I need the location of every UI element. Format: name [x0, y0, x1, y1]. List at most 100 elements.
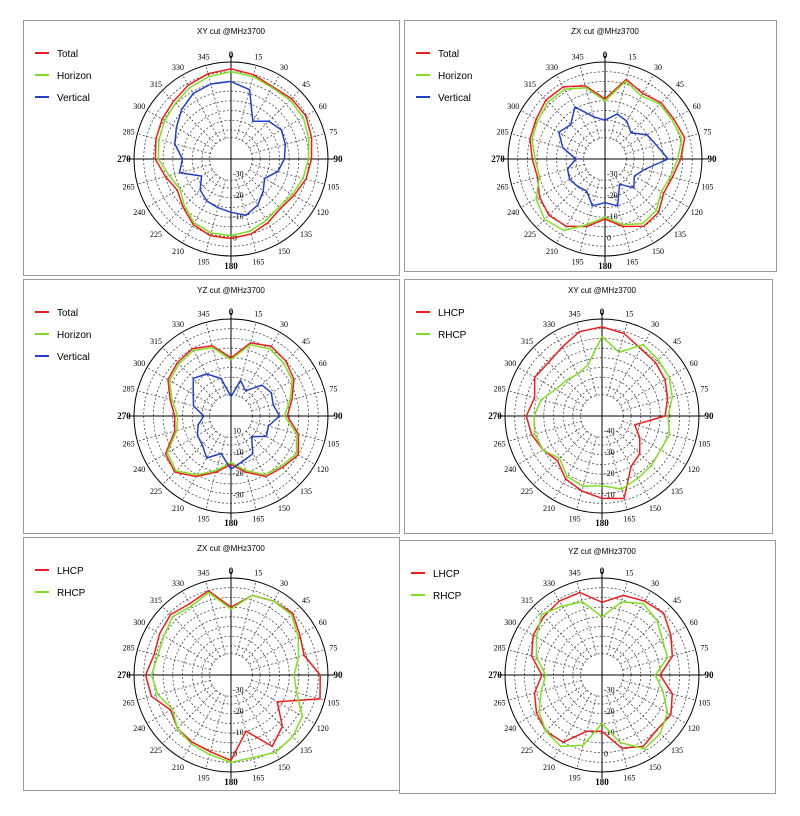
angle-label: 210: [172, 504, 184, 513]
grid-spoke: [249, 626, 316, 665]
angle-label: 270: [117, 670, 131, 680]
angle-label: 90: [705, 670, 715, 680]
angle-label: 265: [123, 439, 135, 448]
angle-label: 30: [654, 63, 662, 72]
angle-label: 165: [252, 257, 264, 266]
grid-spoke: [553, 434, 592, 501]
angle-label: 210: [543, 504, 555, 513]
grid-spoke: [146, 626, 213, 665]
grid-spoke: [576, 581, 597, 655]
grid-spoke: [616, 430, 671, 485]
series-line-rhcp: [533, 335, 674, 490]
series-line-vertical: [558, 106, 669, 207]
polar-chart-3: YZ cut @MHz3700 0 15 30 45 60 75 90 105 120 135 150…: [35, 286, 343, 528]
grid-spoke: [576, 695, 597, 769]
grid-spoke: [517, 685, 584, 724]
angle-label: 0: [229, 307, 234, 317]
legend-entry: LHCP: [57, 566, 84, 577]
legend-entry: Horizon: [57, 71, 91, 82]
polar-chart-2: ZX cut @MHz3700 0 15 30 45 60 75 90 105 120 135 150…: [416, 27, 718, 271]
grid-spoke: [182, 434, 221, 501]
legend-entry: Vertical: [57, 93, 90, 104]
series-line-total: [154, 68, 313, 240]
angle-label: 180: [224, 261, 238, 271]
grid-spoke: [622, 421, 696, 442]
legend-entry: Horizon: [57, 330, 91, 341]
chart-title: ZX cut @MHz3700: [197, 544, 265, 553]
angle-label: 345: [198, 569, 210, 578]
legend-entry: RHCP: [57, 588, 86, 599]
angle-label: 120: [691, 208, 703, 217]
angle-label: 330: [172, 63, 184, 72]
angle-label: 315: [150, 337, 162, 346]
angle-label: 180: [598, 261, 612, 271]
angle-label: 0: [229, 566, 234, 576]
grid-spoke: [245, 90, 300, 145]
grid-spoke: [205, 179, 226, 253]
grid-spoke: [616, 347, 671, 402]
grid-spoke: [251, 649, 325, 670]
grid-spoke: [517, 367, 584, 406]
chart-title: YZ cut @MHz3700: [197, 286, 265, 295]
grid-spoke: [511, 133, 585, 154]
angle-label: 135: [300, 230, 312, 239]
grid-spoke: [236, 65, 257, 139]
grid-spoke: [249, 685, 316, 724]
angle-label: 90: [334, 670, 344, 680]
grid-spoke: [576, 322, 597, 396]
grid-spoke: [137, 390, 211, 411]
series-line-horizon: [166, 344, 298, 476]
grid-spoke: [508, 390, 582, 411]
radial-tick-label: 0: [607, 233, 611, 242]
angle-label: 285: [123, 644, 135, 653]
angle-label: 225: [524, 230, 536, 239]
angle-label: 45: [673, 337, 681, 346]
angle-label: 150: [652, 247, 664, 256]
angle-label: 345: [569, 310, 581, 319]
angle-label: 240: [133, 724, 145, 733]
angle-label: 165: [623, 773, 635, 782]
grid-spoke: [623, 169, 690, 208]
angle-label: 330: [543, 320, 555, 329]
angle-label: 240: [507, 208, 519, 217]
angle-label: 45: [302, 337, 310, 346]
angle-label: 60: [690, 618, 698, 627]
grid-spoke: [241, 590, 280, 657]
angle-label: 30: [651, 320, 659, 329]
angle-label: 240: [133, 208, 145, 217]
angle-label: 105: [327, 698, 339, 707]
legend-entry: Total: [57, 308, 78, 319]
angle-label: 330: [543, 579, 555, 588]
angle-label: 150: [278, 504, 290, 513]
grid-spoke: [536, 173, 591, 228]
polar-chart-6: YZ cut @MHz3700 0 15 30 45 60 75 90 105 120 135 150…: [411, 547, 715, 787]
grid-spoke: [612, 331, 651, 398]
angle-label: 90: [708, 154, 718, 164]
grid-spoke: [249, 367, 316, 406]
grid-spoke: [236, 581, 257, 655]
series-line-total: [164, 342, 300, 478]
series-line-horizon: [157, 70, 310, 237]
grid-spoke: [520, 169, 587, 208]
angle-label: 60: [319, 102, 327, 111]
radial-tick-label: -20: [233, 707, 244, 716]
grid-spoke: [182, 590, 221, 657]
grid-spoke: [622, 390, 696, 411]
series-line-horizon: [531, 80, 683, 232]
grid-spoke: [517, 626, 584, 665]
angle-label: 45: [302, 80, 310, 89]
polar-chart-5: ZX cut @MHz3700 0 15 30 45 60 75 90 105 120 135 150…: [35, 544, 344, 787]
legend-entry: Vertical: [438, 93, 471, 104]
radial-tick-label: -30: [233, 169, 244, 178]
grid-spoke: [615, 177, 654, 244]
grid-spoke: [245, 430, 300, 485]
grid-spoke: [251, 421, 325, 442]
grid-spoke: [622, 649, 696, 670]
angle-label: 75: [703, 128, 711, 137]
angle-label: 135: [671, 487, 683, 496]
angle-label: 15: [625, 569, 633, 578]
angle-label: 135: [671, 746, 683, 755]
angle-label: 90: [334, 154, 344, 164]
grid-spoke: [241, 74, 280, 141]
radial-tick-label: -10: [233, 728, 244, 737]
